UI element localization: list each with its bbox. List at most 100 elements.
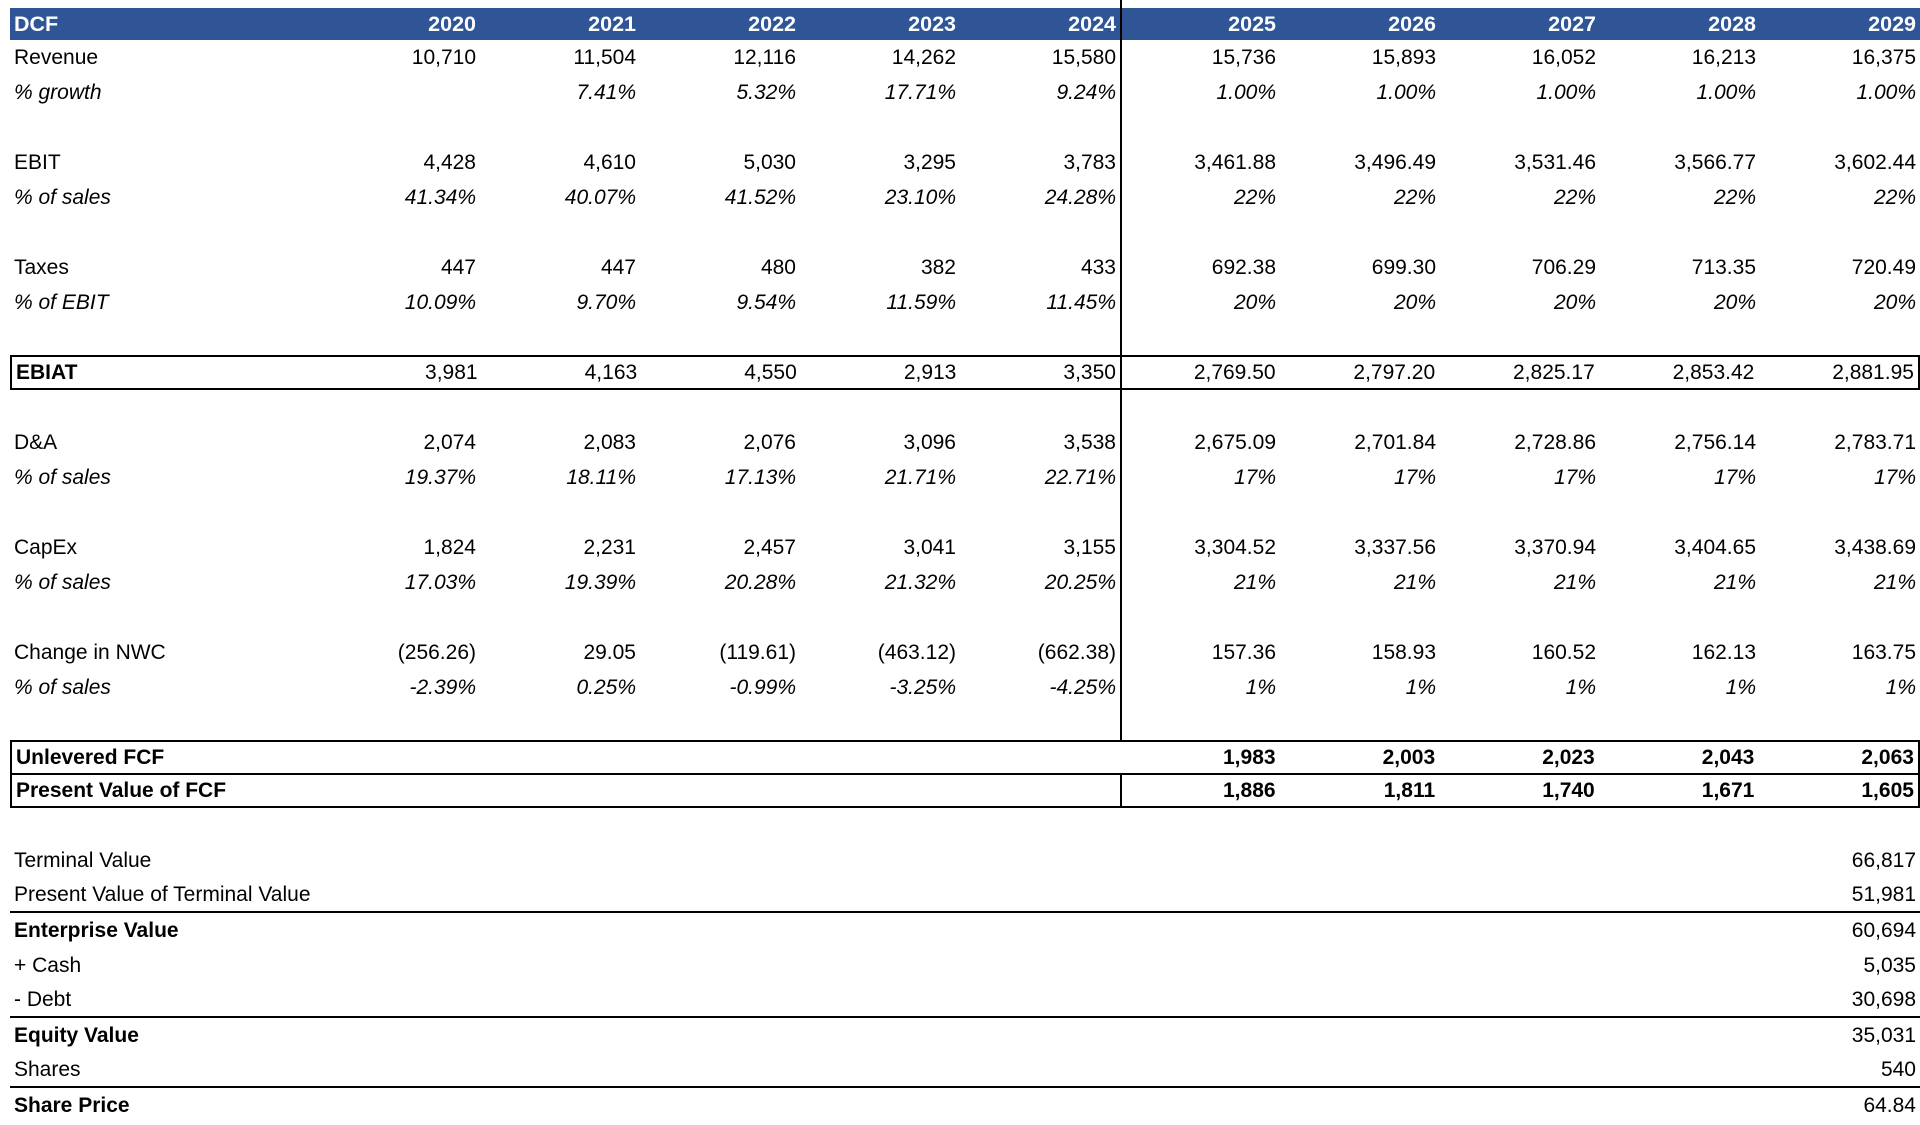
cell-unlevered-fcf-2022[interactable] [641, 742, 801, 773]
cell-taxes-2029[interactable]: 720.49 [1851, 256, 1916, 279]
cell-ebit-2024[interactable]: 3,783 [1063, 151, 1116, 174]
cell-capex-2020[interactable]: 1,824 [423, 536, 476, 559]
row-label-d-a[interactable]: D&A [14, 431, 58, 454]
row-label-growth[interactable]: % growth [14, 81, 102, 104]
cell-growth-2022[interactable]: 5.32% [736, 81, 796, 104]
header-label-dcf[interactable]: DCF [14, 12, 59, 36]
cell-of-sales-2028[interactable]: 17% [1713, 466, 1756, 489]
cell-of-ebit-2022[interactable]: 9.54% [736, 291, 796, 314]
cell-of-sales-2029[interactable]: 21% [1873, 571, 1916, 594]
cell-capex-2024[interactable]: 3,155 [1063, 536, 1116, 559]
cell-of-sales-2028[interactable]: 22% [1713, 186, 1756, 209]
cell-change-in-nwc-2024[interactable]: (662.38) [1037, 641, 1116, 664]
cell-revenue-2025[interactable]: 15,736 [1211, 46, 1276, 69]
cell-of-ebit-2025[interactable]: 20% [1233, 291, 1276, 314]
header-year-2029[interactable]: 2029 [1868, 12, 1916, 36]
cell-revenue-2029[interactable]: 16,375 [1851, 46, 1916, 69]
cell-of-sales-2022[interactable]: 41.52% [724, 186, 796, 209]
cell-ebit-2023[interactable]: 3,295 [903, 151, 956, 174]
cell-taxes-2022[interactable]: 480 [760, 256, 796, 279]
header-year-2028[interactable]: 2028 [1708, 12, 1756, 36]
cell-of-sales-2024[interactable]: -4.25% [1049, 676, 1116, 699]
cell-of-sales-2026[interactable]: 22% [1393, 186, 1436, 209]
summary-value-enterprise-value[interactable]: 60,694 [1851, 919, 1916, 942]
cell-of-sales-2028[interactable]: 21% [1713, 571, 1756, 594]
cell-revenue-2021[interactable]: 11,504 [573, 46, 636, 69]
cell-present-value-of-fcf-2028[interactable]: 1,671 [1701, 779, 1755, 802]
cell-taxes-2025[interactable]: 692.38 [1211, 256, 1276, 279]
cell-unlevered-fcf-2027[interactable]: 2,023 [1542, 746, 1595, 769]
cell-of-sales-2026[interactable]: 21% [1393, 571, 1436, 594]
cell-change-in-nwc-2026[interactable]: 158.93 [1371, 641, 1436, 664]
cell-d-a-2021[interactable]: 2,083 [583, 431, 636, 454]
cell-unlevered-fcf-2028[interactable]: 2,043 [1701, 746, 1755, 769]
cell-ebit-2022[interactable]: 5,030 [743, 151, 796, 174]
row-label-capex[interactable]: CapEx [14, 536, 78, 559]
cell-present-value-of-fcf-2026[interactable]: 1,811 [1383, 779, 1436, 802]
cell-of-sales-2026[interactable]: 1% [1405, 676, 1436, 699]
cell-of-sales-2020[interactable]: 19.37% [404, 466, 476, 489]
cell-capex-2022[interactable]: 2,457 [743, 536, 796, 559]
cell-ebit-2021[interactable]: 4,610 [583, 151, 636, 174]
cell-growth-2029[interactable]: 1.00% [1856, 81, 1916, 104]
summary-value-present-value-of-terminal-value[interactable]: 51,981 [1851, 883, 1916, 906]
cell-taxes-2028[interactable]: 713.35 [1691, 256, 1756, 279]
cell-of-sales-2029[interactable]: 1% [1885, 676, 1916, 699]
summary-value-shares[interactable]: 540 [1880, 1058, 1916, 1081]
cell-growth-2024[interactable]: 9.24% [1056, 81, 1116, 104]
summary-label-enterprise-value[interactable]: Enterprise Value [14, 919, 179, 942]
cell-of-sales-2021[interactable]: 0.25% [576, 676, 636, 699]
cell-of-sales-2020[interactable]: 41.34% [404, 186, 476, 209]
cell-present-value-of-fcf-2027[interactable]: 1,740 [1542, 779, 1595, 802]
cell-taxes-2027[interactable]: 706.29 [1531, 256, 1596, 279]
cell-of-sales-2021[interactable]: 19.39% [564, 571, 636, 594]
cell-revenue-2022[interactable]: 12,116 [733, 46, 796, 69]
row-label-of-sales[interactable]: % of sales [14, 571, 111, 594]
cell-of-sales-2024[interactable]: 22.71% [1044, 466, 1116, 489]
cell-unlevered-fcf-2024[interactable] [960, 742, 1120, 773]
summary-label-terminal-value[interactable]: Terminal Value [14, 849, 152, 872]
cell-growth-2027[interactable]: 1.00% [1536, 81, 1596, 104]
cell-ebiat-2027[interactable]: 2,825.17 [1513, 361, 1595, 384]
header-year-2025[interactable]: 2025 [1228, 12, 1276, 36]
cell-revenue-2023[interactable]: 14,262 [891, 46, 956, 69]
cell-unlevered-fcf-2029[interactable]: 2,063 [1861, 746, 1914, 769]
summary-value-equity-value[interactable]: 35,031 [1851, 1024, 1916, 1047]
summary-value-debt[interactable]: 30,698 [1851, 988, 1916, 1011]
cell-of-sales-2021[interactable]: 40.07% [564, 186, 636, 209]
row-label-change-in-nwc[interactable]: Change in NWC [14, 641, 166, 664]
row-label-of-sales[interactable]: % of sales [14, 676, 111, 699]
cell-change-in-nwc-2025[interactable]: 157.36 [1211, 641, 1276, 664]
cell-present-value-of-fcf-2020[interactable] [322, 775, 482, 806]
cell-change-in-nwc-2028[interactable]: 162.13 [1691, 641, 1756, 664]
row-label-of-sales[interactable]: % of sales [14, 186, 111, 209]
cell-present-value-of-fcf-2022[interactable] [641, 775, 801, 806]
cell-of-sales-2020[interactable]: -2.39% [409, 676, 476, 699]
cell-d-a-2026[interactable]: 2,701.84 [1354, 431, 1436, 454]
cell-taxes-2020[interactable]: 447 [440, 256, 476, 279]
cell-of-sales-2021[interactable]: 18.11% [566, 466, 636, 489]
cell-of-sales-2029[interactable]: 22% [1873, 186, 1916, 209]
cell-ebiat-2023[interactable]: 2,913 [903, 361, 957, 384]
cell-of-ebit-2026[interactable]: 20% [1393, 291, 1436, 314]
cell-of-sales-2027[interactable]: 21% [1553, 571, 1596, 594]
cell-revenue-2024[interactable]: 15,580 [1051, 46, 1116, 69]
cell-of-sales-2029[interactable]: 17% [1873, 466, 1916, 489]
cell-of-ebit-2028[interactable]: 20% [1713, 291, 1756, 314]
cell-ebit-2027[interactable]: 3,531.46 [1514, 151, 1596, 174]
cell-of-sales-2028[interactable]: 1% [1725, 676, 1756, 699]
cell-ebit-2025[interactable]: 3,461.88 [1194, 151, 1276, 174]
cell-unlevered-fcf-2026[interactable]: 2,003 [1382, 746, 1436, 769]
cell-growth-2020[interactable] [320, 75, 480, 110]
cell-growth-2026[interactable]: 1.00% [1376, 81, 1436, 104]
cell-of-ebit-2020[interactable]: 10.09% [404, 291, 476, 314]
cell-growth-2023[interactable]: 17.71% [884, 81, 956, 104]
cell-unlevered-fcf-2020[interactable] [322, 742, 482, 773]
cell-of-sales-2022[interactable]: -0.99% [729, 676, 796, 699]
cell-ebiat-2024[interactable]: 3,350 [1063, 361, 1116, 384]
summary-value-cash[interactable]: 5,035 [1863, 954, 1916, 977]
cell-ebit-2028[interactable]: 3,566.77 [1674, 151, 1756, 174]
cell-growth-2025[interactable]: 1.00% [1216, 81, 1276, 104]
summary-label-share-price[interactable]: Share Price [14, 1094, 130, 1117]
header-year-2026[interactable]: 2026 [1388, 12, 1436, 36]
